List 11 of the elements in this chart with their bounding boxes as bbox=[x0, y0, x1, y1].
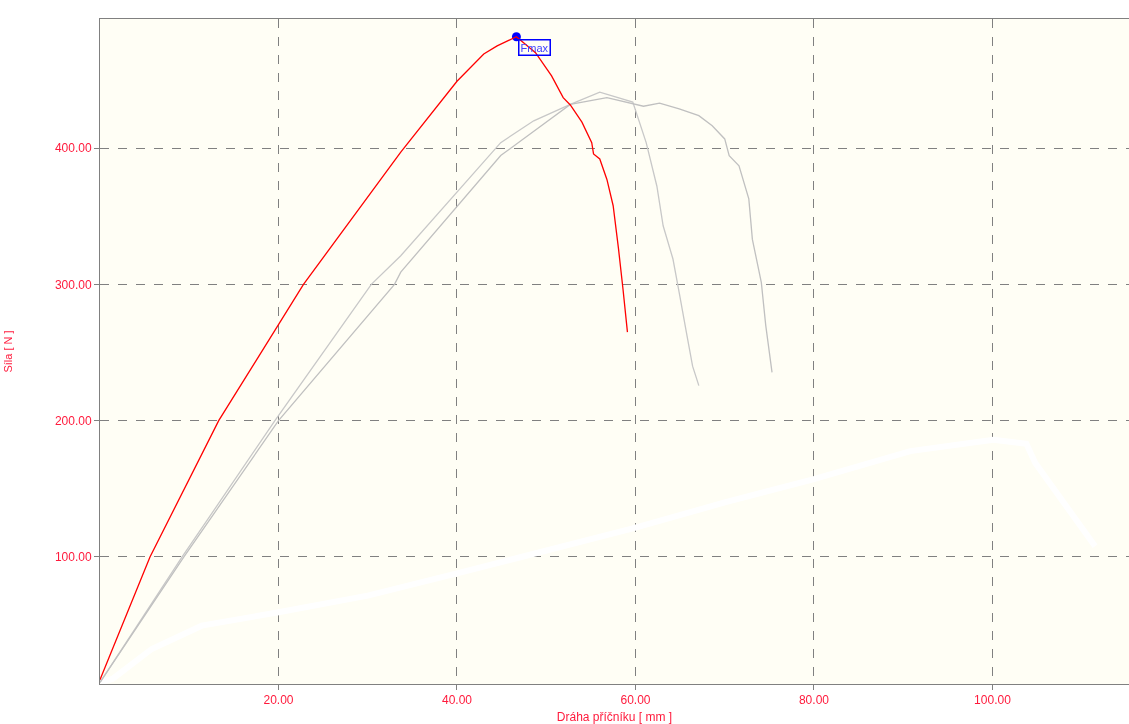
y-tick-label: 200.00 bbox=[54, 413, 92, 428]
x-tick-label: 60.00 bbox=[620, 693, 651, 708]
x-tick-label: 80.00 bbox=[798, 693, 830, 708]
x-tick-label: 100.00 bbox=[974, 693, 1012, 708]
x-tick-label: 20.00 bbox=[263, 693, 294, 708]
y-tick-label: 300.00 bbox=[54, 277, 92, 292]
y-tick-label: 100.00 bbox=[54, 550, 92, 565]
y-axis-title: Síla [ N ] bbox=[1, 330, 14, 373]
y-tick-label: 400.00 bbox=[54, 141, 92, 156]
x-axis-title: Dráha příčníku [ mm ] bbox=[556, 710, 673, 724]
x-tick-label: 40.00 bbox=[441, 693, 473, 708]
